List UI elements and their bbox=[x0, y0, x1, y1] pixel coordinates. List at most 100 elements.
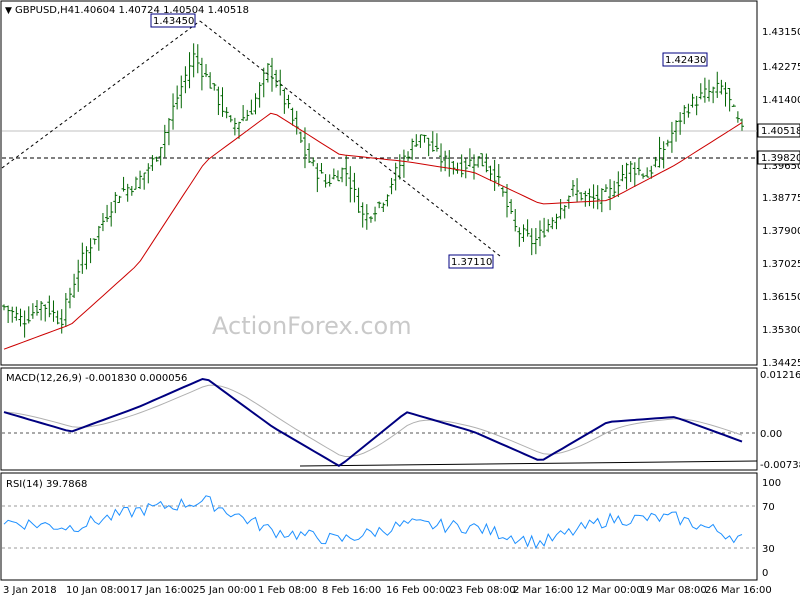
rsi-tick: 70 bbox=[762, 502, 775, 513]
time-tick: 25 Jan 00:00 bbox=[193, 585, 256, 596]
price-bar bbox=[34, 300, 39, 316]
price-bar bbox=[529, 228, 534, 256]
price-bar bbox=[406, 151, 411, 161]
price-bar bbox=[138, 170, 143, 190]
price-bar bbox=[133, 176, 138, 190]
price-bar bbox=[410, 138, 415, 160]
trendline-up bbox=[1, 20, 201, 169]
price-bars bbox=[2, 43, 744, 338]
macd-tick: 0.00 bbox=[760, 429, 782, 440]
price-bar bbox=[187, 52, 192, 89]
price-bar bbox=[228, 115, 233, 123]
price-bar bbox=[302, 127, 307, 169]
price-bar bbox=[678, 112, 683, 135]
price-bar bbox=[583, 190, 588, 207]
price-bar bbox=[59, 309, 64, 334]
price-bar bbox=[307, 143, 312, 164]
price-bar bbox=[381, 202, 386, 213]
price-bar bbox=[686, 103, 691, 118]
price-bar bbox=[624, 162, 629, 190]
price-bar bbox=[599, 188, 604, 213]
rsi-tick: 30 bbox=[762, 544, 775, 555]
macd-title: MACD(12,26,9) -0.001830 0.000056 bbox=[6, 373, 187, 384]
price-bar bbox=[166, 117, 171, 146]
price-bar bbox=[492, 159, 497, 191]
time-tick: 23 Feb 08:00 bbox=[450, 585, 516, 596]
price-bar bbox=[480, 153, 485, 167]
price-bar bbox=[220, 87, 225, 117]
price-bar bbox=[51, 300, 56, 322]
price-bar bbox=[669, 121, 674, 153]
price-bar bbox=[740, 118, 744, 131]
time-tick: 17 Jan 16:00 bbox=[130, 585, 193, 596]
macd-line bbox=[3, 377, 743, 467]
price-bar bbox=[249, 99, 254, 115]
price-bar bbox=[22, 310, 27, 338]
price-bar bbox=[179, 75, 184, 109]
price-bar bbox=[414, 134, 419, 147]
price-bar bbox=[612, 180, 617, 198]
price-bar bbox=[373, 206, 378, 222]
annotation-high2: 1.42430 bbox=[662, 52, 708, 67]
price-bar bbox=[274, 69, 279, 88]
price-bar bbox=[191, 43, 196, 78]
price-bar bbox=[521, 224, 526, 242]
time-tick: 3 Jan 2018 bbox=[3, 585, 57, 596]
rsi-tick: 0 bbox=[762, 568, 768, 579]
annotation-high2-text: 1.42430 bbox=[665, 55, 706, 66]
price-tick: 1.37900 bbox=[762, 226, 800, 237]
price-bar bbox=[636, 157, 641, 176]
price-bar bbox=[698, 83, 703, 100]
price-bar bbox=[707, 79, 712, 102]
price-bar bbox=[550, 217, 555, 230]
time-tick: 8 Feb 16:00 bbox=[322, 585, 381, 596]
price-bar bbox=[430, 131, 435, 152]
price-bar bbox=[616, 171, 621, 198]
price-bar bbox=[96, 225, 101, 251]
price-bar bbox=[360, 202, 365, 228]
time-tick: 12 Mar 00:00 bbox=[576, 585, 643, 596]
price-bar bbox=[344, 155, 349, 187]
price-bar bbox=[162, 124, 167, 158]
price-bar bbox=[500, 186, 505, 197]
price-bar bbox=[245, 109, 250, 121]
price-bar bbox=[694, 95, 699, 116]
price-bar bbox=[253, 93, 258, 115]
time-axis: 3 Jan 2018 10 Jan 08:00 17 Jan 16:00 25 … bbox=[3, 585, 772, 596]
price-bar bbox=[690, 93, 695, 108]
price-bar bbox=[401, 149, 406, 178]
price-bar bbox=[257, 82, 262, 108]
price-bar bbox=[385, 194, 390, 207]
price-tick: 1.37025 bbox=[762, 259, 800, 270]
time-tick: 19 Mar 08:00 bbox=[640, 585, 707, 596]
price-bar bbox=[76, 259, 81, 292]
price-bar bbox=[10, 306, 15, 323]
price-bar bbox=[84, 246, 89, 270]
rsi-panel bbox=[0, 472, 758, 581]
price-bar bbox=[232, 117, 237, 136]
price-bar bbox=[488, 165, 493, 182]
macd-signal-line bbox=[3, 384, 743, 457]
price-bar bbox=[2, 304, 6, 311]
price-bar bbox=[525, 219, 530, 237]
price-bar bbox=[368, 216, 373, 223]
price-bar bbox=[476, 156, 481, 168]
price-bar bbox=[587, 188, 592, 207]
annotation-high1-text: 1.43450 bbox=[153, 16, 194, 27]
price-bar bbox=[63, 293, 68, 327]
price-bar bbox=[282, 88, 287, 114]
price-bar bbox=[661, 141, 666, 169]
price-bar bbox=[537, 220, 542, 247]
price-bar bbox=[711, 86, 716, 104]
time-tick: 10 Jan 08:00 bbox=[66, 585, 129, 596]
price-bar bbox=[340, 167, 345, 183]
macd-tick: 0.012164 bbox=[760, 370, 800, 381]
price-bar bbox=[451, 160, 456, 175]
price-bar bbox=[204, 64, 209, 78]
price-bar bbox=[352, 172, 357, 203]
time-tick: 1 Feb 08:00 bbox=[258, 585, 317, 596]
price-bar bbox=[653, 156, 658, 168]
price-bar bbox=[364, 204, 369, 230]
price-bar bbox=[199, 57, 204, 91]
price-bar bbox=[265, 63, 270, 83]
